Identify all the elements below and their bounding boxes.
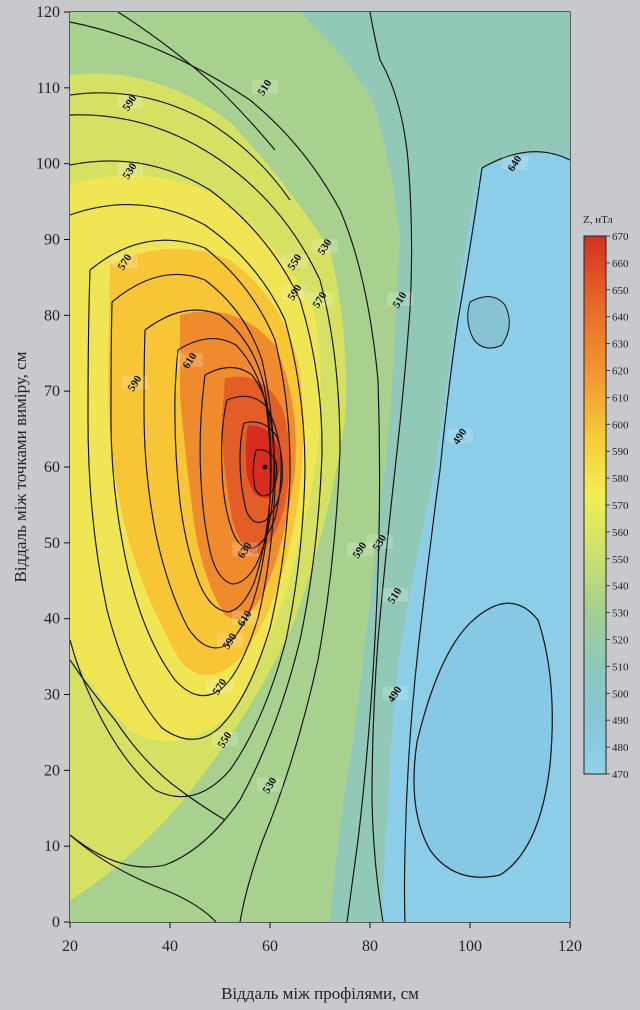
colorbar-tick-label: 610 — [612, 392, 629, 404]
contour-label-background — [217, 633, 243, 648]
colorbar-tick-label: 550 — [612, 554, 629, 566]
contour-label-background — [282, 284, 308, 299]
colorbar-tick-label: 570 — [612, 500, 629, 512]
colorbar-tick-label: 670 — [612, 231, 629, 243]
contour-label-background — [232, 542, 258, 557]
x-axis-title: Віддаль між профілями, см — [221, 984, 419, 1003]
y-axis-tick-label: 10 — [44, 838, 60, 855]
colorbar-tick-label: 530 — [612, 608, 629, 620]
colorbar-tick-label: 490 — [612, 715, 629, 727]
blue-lobe-lower — [413, 602, 553, 878]
contour-label-background — [447, 428, 473, 443]
contour-label-background — [112, 254, 138, 269]
colorbar-tick-label: 620 — [612, 366, 629, 378]
colorbar-tick-label: 660 — [612, 258, 629, 270]
colorbar-tick-label: 510 — [612, 661, 629, 673]
colorbar-tick-label: 590 — [612, 446, 629, 458]
colorbar-tick-label: 600 — [612, 419, 629, 431]
contour-label-background — [207, 678, 233, 693]
contour-line — [481, 151, 570, 169]
small-blue-oval — [467, 296, 510, 349]
y-axis-tick-label: 40 — [44, 611, 60, 628]
contour-lines — [70, 12, 570, 922]
contour-label-background — [122, 375, 148, 390]
contour-label-background — [387, 292, 413, 307]
colorbar-tick-label: 630 — [612, 339, 629, 351]
y-axis-tick-label: 20 — [44, 762, 60, 779]
y-axis-tick-label: 80 — [44, 307, 60, 324]
y-axis-tick-label: 70 — [44, 383, 60, 400]
colorbar-tick-label: 580 — [612, 473, 629, 485]
contour-line — [252, 449, 278, 497]
y-axis-tick-label: 110 — [37, 80, 60, 97]
peak-marker — [262, 464, 268, 470]
colorbar: Z, нТл 670 660 650 640 630 620 610 600 590 580 570… — [583, 214, 629, 781]
x-axis-tick-label: 20 — [62, 938, 78, 955]
contour-label-background — [307, 292, 333, 307]
y-axis-tick-label: 30 — [44, 687, 60, 704]
y-axis-ticks: 0 10 20 30 40 50 60 70 80 90 100 110 120 — [36, 4, 70, 931]
y-axis-tick-label: 60 — [44, 459, 60, 476]
contour-line — [70, 21, 381, 922]
colorbar-tick-label: 640 — [612, 312, 629, 324]
colorbar-tick-label: 540 — [612, 581, 629, 593]
contour-label-background — [117, 95, 143, 109]
contour-line — [369, 12, 413, 922]
colorbar-ticks: 670 660 650 640 630 620 610 600 590 580 570 560 550 5… — [606, 231, 629, 781]
x-axis-tick-label: 100 — [458, 938, 482, 955]
contour-line — [220, 395, 282, 549]
contour-line — [70, 114, 341, 922]
contour-line — [403, 167, 483, 922]
contour-label-background — [502, 155, 528, 170]
contour-line — [70, 92, 291, 201]
colorbar-tick-label: 650 — [612, 285, 629, 297]
peak-zone — [245, 425, 281, 499]
contour-line — [87, 239, 291, 740]
contour-label-background — [252, 79, 278, 94]
contour-line — [117, 12, 276, 151]
contour-line — [70, 160, 323, 868]
contour-label-background — [212, 732, 238, 746]
y-axis-tick-label: 50 — [44, 535, 60, 552]
contour-line — [174, 338, 272, 613]
contour-label-background — [232, 610, 258, 625]
contour-label-background — [382, 587, 408, 602]
colorbar-gradient — [583, 235, 607, 775]
y-axis-tick-label: 0 — [52, 914, 60, 931]
contour-label-background — [367, 534, 393, 549]
contour-line — [199, 366, 275, 585]
contour-line — [70, 834, 217, 922]
x-axis-tick-label: 80 — [362, 938, 378, 955]
contour-label-background — [282, 254, 308, 269]
colorbar-tick-label: 520 — [612, 635, 629, 647]
contour-label-background — [382, 686, 408, 701]
contour-label-background — [347, 542, 373, 557]
colorbar-tick-label: 470 — [612, 769, 629, 781]
colorbar-tick-label: 560 — [612, 527, 629, 539]
contour-line — [110, 273, 276, 697]
y-axis-title: Віддаль між точками виміру, см — [11, 351, 30, 582]
contour-label-background — [117, 163, 143, 178]
contour-label-background — [312, 239, 338, 254]
y-axis-tick-label: 90 — [44, 232, 60, 249]
colorbar-tick-label: 500 — [612, 688, 629, 700]
x-axis-tick-label: 60 — [262, 938, 278, 955]
contour-label-background — [177, 352, 203, 367]
y-axis-tick-label: 100 — [36, 156, 60, 173]
contour-line — [70, 204, 306, 798]
contour-line — [239, 421, 284, 523]
y-axis-tick-label: 120 — [36, 4, 60, 21]
colorbar-tick-label: 480 — [612, 742, 629, 754]
x-axis-tick-label: 120 — [558, 938, 582, 955]
contour-line — [70, 659, 226, 821]
contour-line — [143, 309, 272, 649]
contour-label-background — [257, 777, 283, 792]
x-axis-ticks: 20 40 60 80 100 120 — [62, 922, 582, 955]
colorbar-title: Z, нТл — [583, 214, 613, 226]
x-axis-tick-label: 40 — [162, 938, 178, 955]
